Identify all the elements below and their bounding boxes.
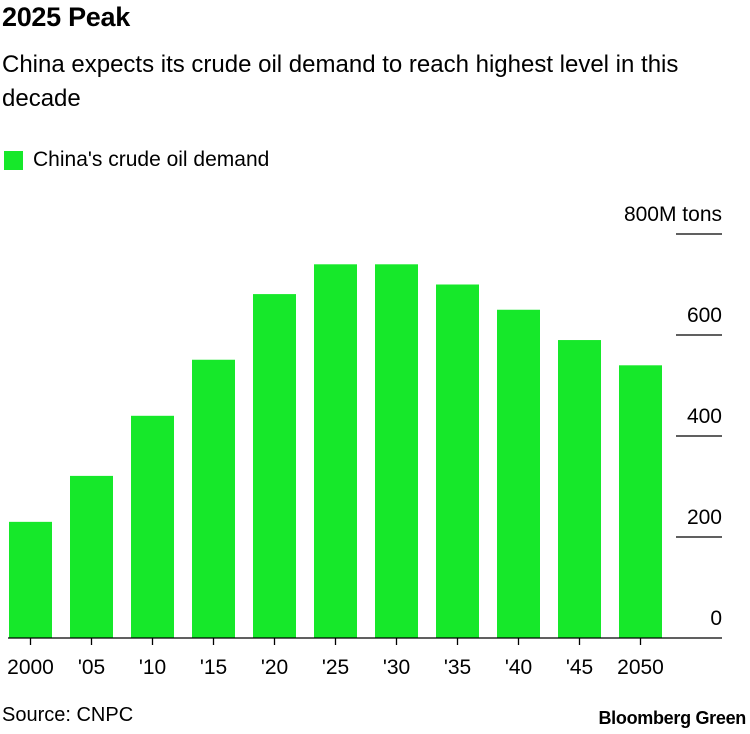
y-tick-label: 800M tons [624, 203, 722, 226]
x-tick-label: '15 [200, 656, 227, 679]
bar [131, 415, 174, 638]
legend-label: China's crude oil demand [33, 148, 270, 171]
x-tick-label: '10 [139, 656, 166, 679]
brand-logo: Bloomberg Green [598, 708, 746, 728]
source-note: Source: CNPC [2, 704, 134, 726]
chart-title: 2025 Peak [2, 2, 130, 32]
y-tick-label: 0 [710, 607, 722, 630]
x-tick-label: '30 [383, 656, 410, 679]
x-tick-label: '40 [505, 656, 532, 679]
bar [619, 365, 662, 638]
bar [9, 521, 52, 638]
y-tick-label: 600 [687, 304, 722, 327]
bar [436, 284, 479, 638]
legend: China's crude oil demand [4, 148, 269, 172]
bar [253, 294, 296, 638]
bar [192, 359, 235, 638]
x-tick-label: '25 [322, 656, 349, 679]
x-tick-label: '05 [78, 656, 105, 679]
bar [558, 340, 601, 638]
y-tick-label: 400 [687, 405, 722, 428]
x-tick-label: '35 [444, 656, 471, 679]
bar [497, 309, 540, 638]
y-tick-label: 200 [687, 506, 722, 529]
x-tick-label: 2050 [617, 656, 664, 679]
x-tick-label: '45 [566, 656, 593, 679]
bar [314, 264, 357, 638]
chart-subtitle: China expects its crude oil demand to re… [2, 51, 679, 112]
legend-swatch [4, 150, 23, 170]
bar [70, 475, 113, 638]
bar [375, 264, 418, 638]
x-tick-label: '20 [261, 656, 288, 679]
x-tick-label: 2000 [7, 656, 54, 679]
